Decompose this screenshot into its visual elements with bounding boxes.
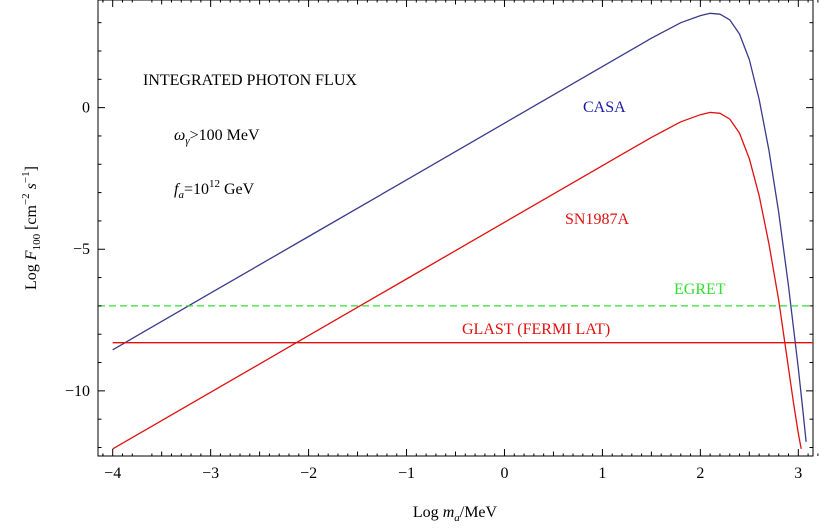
- x-tick-label: −4: [104, 465, 121, 482]
- series-label-egret: EGRET: [674, 281, 726, 298]
- series-label-glast: GLAST (FERMI LAT): [462, 321, 610, 338]
- y-tick-label: −5: [73, 241, 90, 258]
- x-tick-label: −3: [202, 465, 219, 482]
- y-axis-title: Log F100 [cm−2 s−1]: [20, 166, 43, 290]
- x-tick-label: 3: [794, 465, 802, 482]
- annotation-integrated-flux: INTEGRATED PHOTON FLUX: [143, 72, 357, 89]
- x-tick-label: 1: [598, 465, 606, 482]
- x-tick-label: 2: [696, 465, 704, 482]
- annotation-omega-threshold: ωγ>100 MeV: [174, 127, 260, 147]
- x-tick-label: −2: [300, 465, 317, 482]
- series-label-casa: CASA: [583, 99, 626, 116]
- series-curves: [98, 12, 813, 450]
- axis-ticks: −4 −3 −2 −1 0 1 2 30−5−10: [65, 0, 819, 482]
- y-tick-label: 0: [82, 100, 90, 117]
- annotation-fa-value: fa=1012 GeV: [174, 178, 255, 201]
- y-tick-label: −10: [65, 383, 90, 400]
- x-axis-title: Log ma/MeV: [413, 504, 498, 524]
- plot-frame: [97, 0, 814, 457]
- x-tick-label: −1: [398, 465, 415, 482]
- x-tick-label: 0: [500, 465, 508, 482]
- series-label-sn1987a: SN1987A: [565, 211, 629, 228]
- series-line-sn1987a: [112, 111, 802, 450]
- series-line-casa: [112, 12, 807, 442]
